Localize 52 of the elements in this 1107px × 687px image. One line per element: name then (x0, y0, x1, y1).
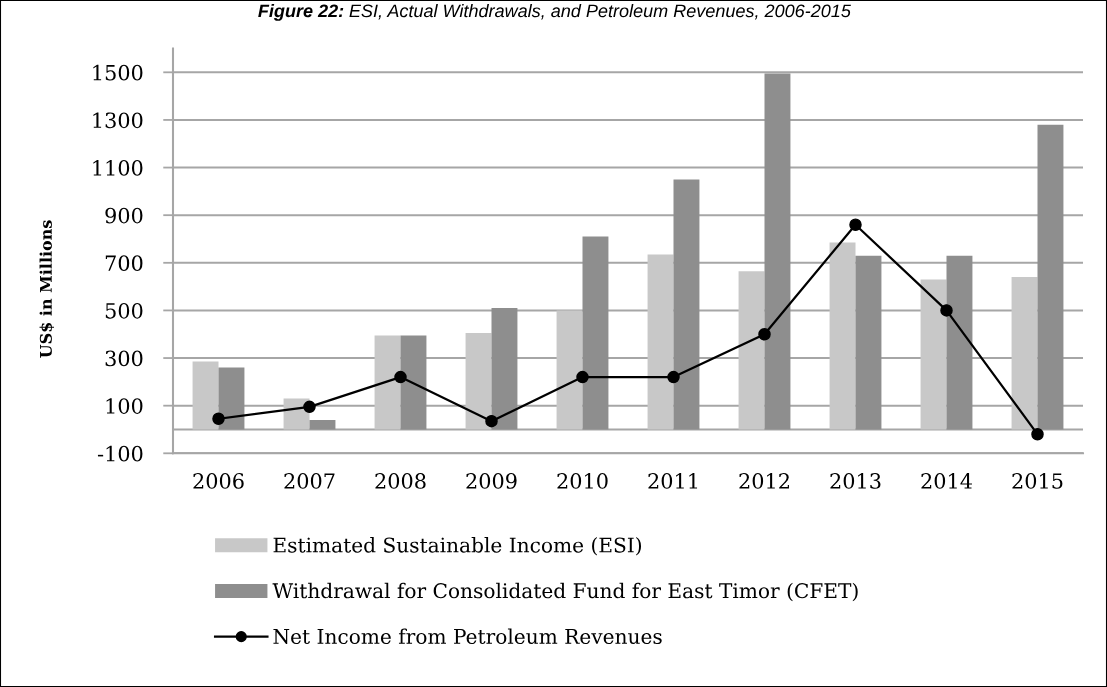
point (1031, 427, 1044, 441)
point (212, 412, 225, 426)
bar (374, 335, 401, 430)
point (394, 370, 407, 384)
point (485, 414, 498, 428)
point (667, 370, 680, 384)
bar (920, 279, 947, 430)
bar (647, 254, 674, 430)
bar (192, 361, 219, 430)
x-tick-label: 2013 (830, 473, 881, 489)
x-tick-label: 2014 (921, 473, 972, 489)
y-tick-label: 900 (105, 207, 143, 224)
x-tick-label: 2011 (648, 473, 698, 489)
y-tick-label: 500 (105, 302, 143, 319)
y-axis-title: US$ in Millions (39, 220, 55, 358)
legend-label: Net Income from Petroleum Revenues (273, 628, 662, 644)
y-tick-label: 1500 (93, 64, 143, 81)
bar (582, 236, 609, 430)
bar (491, 308, 518, 430)
bar (556, 310, 583, 430)
y-tick-label: 300 (105, 350, 143, 367)
x-tick-label: 2006 (193, 473, 244, 489)
y-tick-label: 1300 (93, 112, 143, 129)
chart-title: Figure 22: ESI, Actual Withdrawals, and Petroleum Revenues, 2006-2015 (258, 4, 851, 21)
x-tick-label: 2010 (557, 473, 608, 489)
y-tick-label: 1100 (93, 160, 143, 176)
legend-label: Withdrawal for Consolidated Fund for East Timor (CFET) (272, 582, 858, 602)
bar (309, 419, 336, 430)
y-tick-label: 100 (106, 398, 143, 414)
legend-label: Estimated Sustainable Income (ESI) (273, 537, 642, 556)
x-tick-label: 2015 (1012, 473, 1063, 489)
x-tick-label: 2009 (466, 473, 517, 489)
point (940, 304, 953, 317)
point (758, 327, 771, 341)
bar (829, 242, 856, 430)
bar (764, 73, 791, 430)
point (849, 218, 862, 231)
point (303, 400, 316, 414)
bar (855, 255, 882, 430)
y-tick-label: 700 (105, 255, 143, 272)
x-tick-label: 2007 (284, 473, 335, 489)
x-tick-label: 2012 (739, 473, 789, 489)
bar (946, 255, 973, 430)
bar (465, 333, 492, 430)
point (576, 370, 589, 384)
y-tick-label: -100 (97, 445, 143, 462)
x-tick-label: 2008 (375, 473, 426, 489)
bar (1011, 277, 1038, 430)
bar (400, 335, 427, 430)
bar (738, 271, 765, 430)
bar (673, 179, 700, 430)
bar (1037, 124, 1064, 430)
